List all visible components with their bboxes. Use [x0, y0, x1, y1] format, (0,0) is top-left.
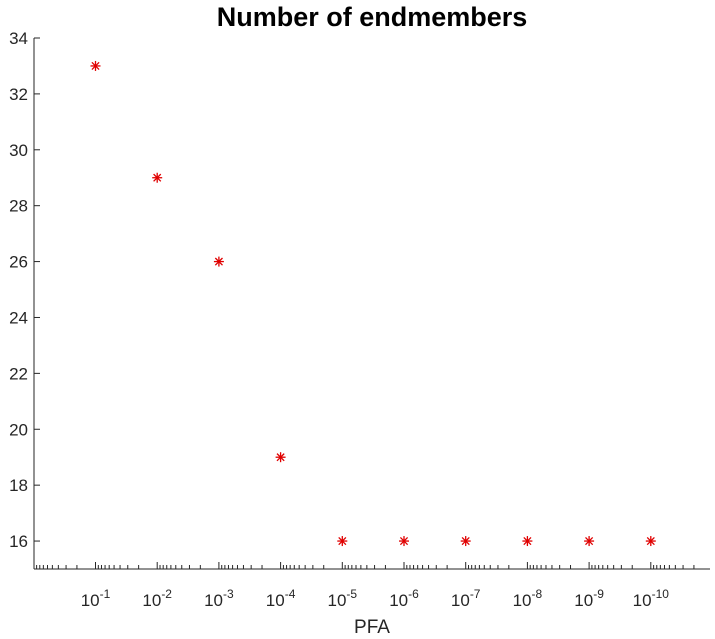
data-point — [584, 536, 595, 547]
data-point — [645, 536, 656, 547]
x-tick-label: 10-4 — [266, 587, 296, 610]
y-tick-label: 26 — [9, 253, 28, 272]
y-tick-label: 20 — [9, 420, 28, 439]
y-tick-label: 16 — [9, 532, 28, 551]
x-tick-label: 10-9 — [574, 587, 604, 610]
y-axis-ticks: 16 18 20 22 24 26 28 30 32 34 — [9, 29, 40, 551]
x-axis-label: PFA — [354, 617, 390, 638]
data-point — [399, 536, 409, 547]
x-tick-label: 10-5 — [328, 587, 358, 610]
data-point — [90, 60, 101, 71]
y-tick-label: 18 — [9, 476, 28, 495]
chart-title: Number of endmembers — [217, 2, 528, 32]
data-point — [213, 256, 224, 267]
data-point — [460, 536, 471, 547]
plot-axes — [33, 38, 710, 570]
data-point — [152, 172, 163, 183]
y-tick-label: 30 — [9, 141, 28, 160]
x-axis-ticks: 10-1 10-2 10-3 10-4 10-5 10-6 10-7 10-8 10-9 10-1… — [36, 562, 695, 610]
x-tick-label: 10-2 — [142, 587, 172, 610]
x-tick-label: 10-1 — [81, 587, 111, 610]
x-tick-label: 10-10 — [633, 587, 670, 610]
y-tick-label: 24 — [9, 308, 28, 327]
x-tick-label: 10-6 — [389, 587, 419, 610]
x-tick-label: 10-3 — [204, 587, 234, 610]
data-point — [337, 536, 348, 547]
data-point — [275, 452, 286, 463]
y-tick-label: 34 — [9, 29, 28, 48]
y-tick-label: 32 — [9, 85, 28, 104]
y-tick-label: 28 — [9, 197, 28, 216]
data-points — [90, 60, 656, 547]
x-tick-label: 10-8 — [513, 587, 543, 610]
y-tick-label: 22 — [9, 364, 28, 383]
data-point — [522, 536, 533, 547]
x-tick-label: 10-7 — [451, 587, 481, 610]
